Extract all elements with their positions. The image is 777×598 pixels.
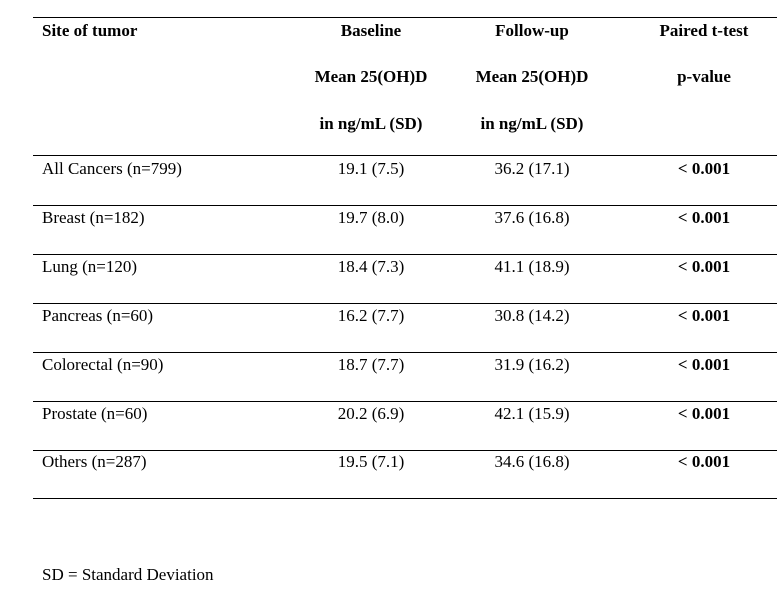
header-pvalue: p-value [677, 67, 731, 86]
table-cell-site: Pancreas (n=60) [42, 305, 154, 325]
table-top-rule [33, 17, 777, 18]
table-cell-baseline: 16.2 (7.7) [337, 305, 405, 325]
table-cell-pvalue: < 0.001 [677, 452, 731, 472]
row-rule [33, 351, 777, 353]
row-rule [33, 302, 777, 304]
table-cell-site: Colorectal (n=90) [42, 354, 164, 374]
row-rule [33, 400, 777, 402]
header-baseline: in ng/mL (SD) [319, 114, 423, 133]
table-cell-pvalue: < 0.001 [677, 403, 731, 423]
row-rule [33, 449, 777, 451]
table-cell-site: All Cancers (n=799) [42, 159, 182, 178]
table-cell-baseline: 20.2 (6.9) [337, 403, 405, 423]
table-cell-pvalue: < 0.001 [677, 159, 731, 178]
table-cell-followup: 30.8 (14.2) [494, 305, 570, 325]
header-baseline: Mean 25(OH)D [314, 67, 428, 86]
table-cell-baseline: 18.7 (7.7) [337, 354, 405, 374]
table-cell-baseline: 18.4 (7.3) [337, 256, 405, 276]
table-cell-followup: 42.1 (15.9) [494, 403, 570, 423]
table-cell-pvalue: < 0.001 [677, 256, 731, 276]
header-pvalue: Paired t-test [659, 21, 749, 40]
table-cell-followup: 37.6 (16.8) [494, 207, 570, 227]
header-followup: Mean 25(OH)D [475, 67, 589, 86]
table-cell-baseline: 19.1 (7.5) [337, 159, 405, 178]
table-cell-followup: 41.1 (18.9) [494, 256, 570, 276]
table-cell-site: Others (n=287) [42, 452, 147, 472]
header-followup: in ng/mL (SD) [480, 114, 584, 133]
table-cell-pvalue: < 0.001 [677, 354, 731, 374]
table-cell-site: Lung (n=120) [42, 256, 138, 276]
table-cell-pvalue: < 0.001 [677, 207, 731, 227]
table-cell-followup: 36.2 (17.1) [494, 159, 570, 178]
header-site: Site of tumor [42, 21, 138, 40]
footnote: SD = Standard Deviation [42, 565, 214, 584]
header-followup: Follow-up [495, 21, 569, 40]
table-cell-baseline: 19.5 (7.1) [337, 452, 405, 472]
row-rule [33, 253, 777, 255]
table-cell-baseline: 19.7 (8.0) [337, 207, 405, 227]
row-rule [33, 205, 777, 206]
table-cell-pvalue: < 0.001 [677, 305, 731, 325]
table-cell-followup: 31.9 (16.2) [494, 354, 570, 374]
table-cell-site: Breast (n=182) [42, 207, 145, 227]
table-cell-site: Prostate (n=60) [42, 403, 148, 423]
header-baseline: Baseline [340, 21, 402, 40]
row-rule [33, 498, 777, 500]
header-bottom-rule [33, 155, 777, 156]
table-cell-followup: 34.6 (16.8) [494, 452, 570, 472]
